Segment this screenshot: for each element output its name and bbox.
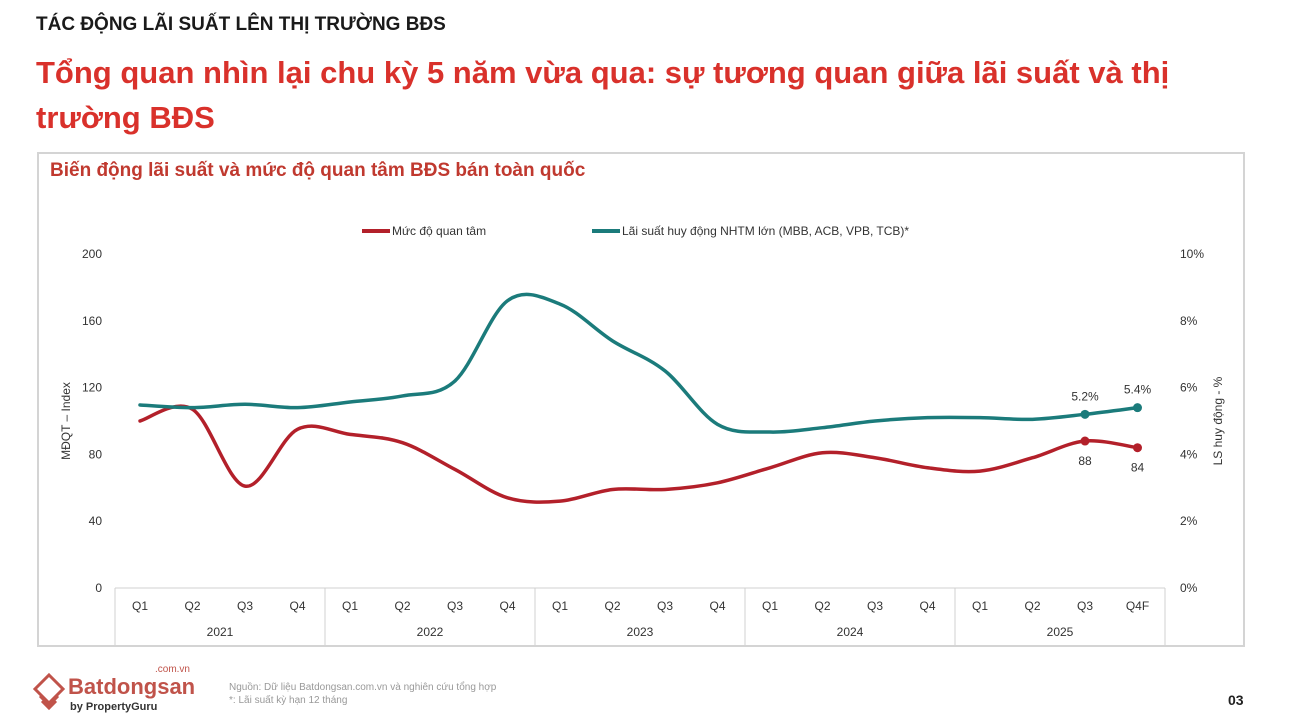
x-tick-label: Q2 bbox=[1024, 599, 1040, 613]
data-point bbox=[1133, 403, 1142, 413]
y2-tick-label: 6% bbox=[1180, 381, 1198, 395]
brand-name: Batdongsan bbox=[68, 674, 196, 699]
y2-tick-label: 0% bbox=[1180, 581, 1198, 595]
source-note: Nguồn: Dữ liệu Batdongsan.com.vn và nghi… bbox=[229, 681, 496, 707]
x-tick-label: Q4 bbox=[499, 599, 515, 613]
slide-title: Tổng quan nhìn lại chu kỳ 5 năm vừa qua:… bbox=[36, 55, 1170, 135]
slide-kicker: TÁC ĐỘNG LÃI SUẤT LÊN THỊ TRƯỜNG BĐS bbox=[36, 14, 446, 35]
series-line-0 bbox=[138, 404, 1140, 504]
series-line-1 bbox=[138, 292, 1140, 434]
y2-tick-label: 8% bbox=[1180, 314, 1198, 328]
y-tick-label: 160 bbox=[82, 314, 102, 328]
year-label: 2024 bbox=[837, 625, 864, 639]
data-label: 84 bbox=[1131, 461, 1145, 475]
y2-tick-label: 10% bbox=[1180, 247, 1204, 261]
x-tick-label: Q3 bbox=[867, 599, 883, 613]
y2-axis-label: LS huy động - % bbox=[1211, 376, 1225, 465]
y2-tick-label: 2% bbox=[1180, 514, 1198, 528]
x-tick-label: Q4 bbox=[709, 599, 725, 613]
year-label: 2022 bbox=[417, 625, 444, 639]
chart-title: Biến động lãi suất và mức độ quan tâm BĐ… bbox=[50, 160, 586, 181]
x-tick-label: Q3 bbox=[447, 599, 463, 613]
x-tick-label: Q3 bbox=[237, 599, 253, 613]
data-point bbox=[1080, 409, 1090, 419]
y-tick-label: 200 bbox=[82, 247, 102, 261]
x-tick-label: Q3 bbox=[657, 599, 673, 613]
x-tick-label: Q1 bbox=[972, 599, 988, 613]
data-label: 88 bbox=[1078, 454, 1092, 468]
x-tick-label: Q4 bbox=[289, 599, 305, 613]
data-point bbox=[1133, 443, 1142, 453]
brand-wordmark: .com.vn Batdongsan by PropertyGuru bbox=[68, 664, 198, 714]
batdongsan-logo-icon bbox=[32, 672, 66, 711]
x-tick-label: Q1 bbox=[132, 599, 148, 613]
x-tick-label: Q4F bbox=[1126, 599, 1149, 613]
x-tick-label: Q3 bbox=[1077, 599, 1093, 613]
x-tick-label: Q2 bbox=[394, 599, 410, 613]
legend-label: Mức độ quan tâm bbox=[392, 224, 486, 238]
data-point bbox=[1080, 436, 1090, 446]
brand-suffix: .com.vn bbox=[154, 664, 190, 675]
y-tick-label: 40 bbox=[89, 514, 103, 528]
chart-frame bbox=[37, 152, 1245, 647]
x-tick-label: Q1 bbox=[342, 599, 358, 613]
y-tick-label: 80 bbox=[89, 447, 103, 461]
y-tick-label: 0 bbox=[95, 581, 102, 595]
y-tick-label: 120 bbox=[82, 381, 102, 395]
data-label: 5.2% bbox=[1071, 389, 1099, 403]
x-tick-label: Q2 bbox=[814, 599, 830, 613]
footnote-text: *: Lãi suất kỳ hạn 12 tháng bbox=[229, 695, 348, 706]
brand-by: by PropertyGuru bbox=[70, 701, 158, 713]
source-text: Nguồn: Dữ liệu Batdongsan.com.vn và nghi… bbox=[229, 682, 497, 693]
x-tick-label: Q1 bbox=[762, 599, 778, 613]
year-label: 2025 bbox=[1047, 625, 1074, 639]
x-tick-label: Q2 bbox=[604, 599, 620, 613]
data-label: 5.4% bbox=[1124, 383, 1152, 397]
y-axis-label: MĐQT – Index bbox=[59, 382, 73, 460]
x-tick-label: Q4 bbox=[919, 599, 935, 613]
legend-label: Lãi suất huy động NHTM lớn (MBB, ACB, VP… bbox=[622, 224, 909, 238]
x-tick-label: Q1 bbox=[552, 599, 568, 613]
x-tick-label: Q2 bbox=[184, 599, 200, 613]
y2-tick-label: 4% bbox=[1180, 447, 1198, 461]
year-label: 2023 bbox=[627, 625, 654, 639]
page-number: 03 bbox=[1228, 692, 1244, 708]
year-label: 2021 bbox=[207, 625, 234, 639]
